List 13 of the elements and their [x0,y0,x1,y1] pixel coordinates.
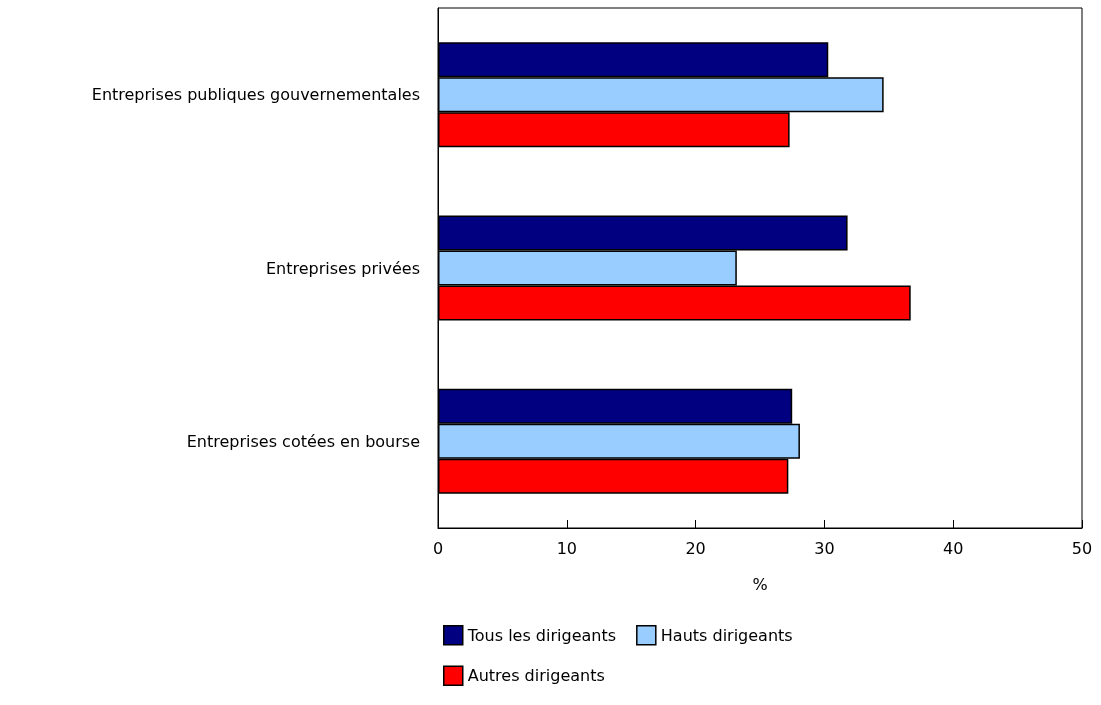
x-tick-label: 50 [1071,538,1093,558]
y-tick-label: Entreprises publiques gouvernementales [91,85,420,105]
x-tick-label: 20 [685,538,706,558]
x-tick-label: 40 [943,538,964,558]
y-tick-label: Entreprises privées [265,258,420,278]
legend-label: Autres dirigeants [467,666,605,686]
x-tick-label: 0 [432,538,444,558]
x-tick-label: 30 [814,538,835,558]
legend-label: Tous les dirigeants [466,625,617,645]
x-axis-title: % [752,574,768,594]
legend-label: Hauts dirigeants [660,625,793,645]
x-tick-label: 10 [556,538,577,558]
y-tick-label: Entreprises cotées en bourse [186,431,420,451]
